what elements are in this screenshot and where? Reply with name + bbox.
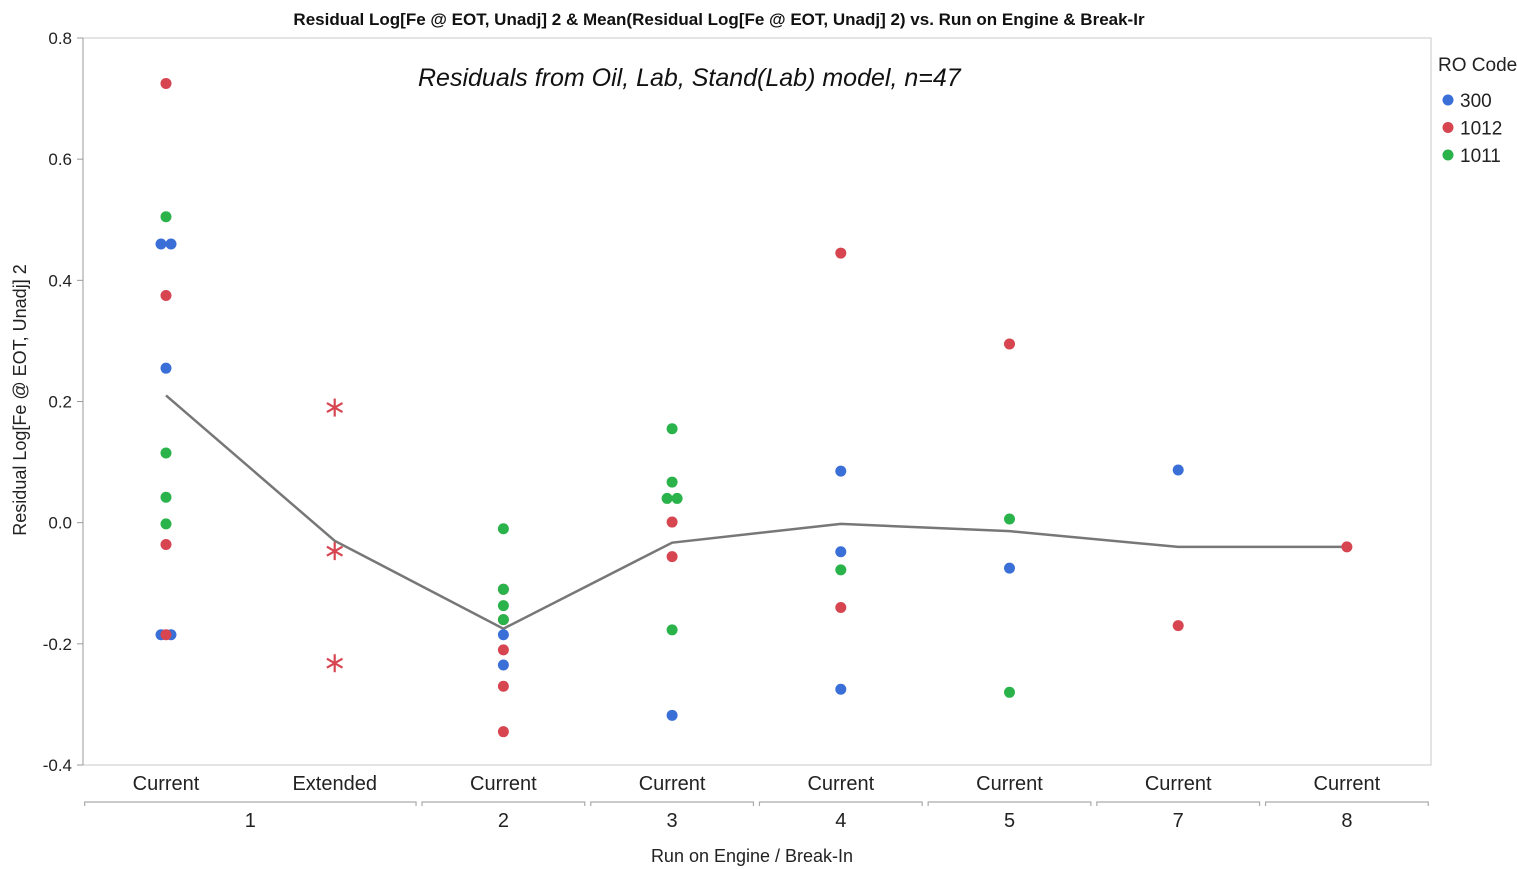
data-point — [835, 546, 847, 558]
x-category-label: Extended — [292, 773, 377, 795]
x-category-label: Current — [1314, 773, 1381, 795]
x-category-label: Current — [976, 773, 1043, 795]
legend: RO Code 300 1012 1011 — [1438, 55, 1517, 167]
x-category-label: Current — [1145, 773, 1212, 795]
y-tick-label: 0.6 — [48, 150, 72, 169]
mean-line — [165, 394, 1347, 631]
legend-item-label: 300 — [1460, 91, 1492, 112]
data-point — [835, 465, 847, 477]
data-point — [497, 659, 509, 671]
data-point — [160, 491, 172, 503]
data-point — [497, 523, 509, 535]
x-group-label: 5 — [1004, 810, 1015, 832]
y-tick-label: -0.2 — [43, 635, 72, 654]
data-point-star — [326, 398, 344, 417]
plot-frame — [82, 37, 1432, 766]
data-point — [497, 614, 509, 626]
x-group-label: 1 — [245, 810, 256, 832]
data-point — [835, 601, 847, 613]
model-annotation: Residuals from Oil, Lab, Stand(Lab) mode… — [418, 64, 962, 92]
data-point — [835, 683, 847, 695]
data-point — [1004, 338, 1015, 350]
legend-item-label: 1012 — [1460, 119, 1502, 140]
x-group-label: 8 — [1341, 810, 1352, 832]
y-axis: -0.4 -0.2 0.0 0.2 0.4 0.6 0.8 — [43, 29, 84, 775]
data-point — [1004, 562, 1015, 574]
data-point — [165, 238, 177, 250]
data-point — [1341, 541, 1353, 553]
data-point — [497, 600, 509, 612]
data-point — [160, 289, 172, 301]
y-axis-label: Residual Log[Fe @ EOT, Unadj] 2 — [10, 264, 30, 535]
data-point — [160, 518, 172, 530]
x-category-label: Current — [133, 773, 200, 795]
chart-title: Residual Log[Fe @ EOT, Unadj] 2 & Mean(R… — [293, 10, 1145, 29]
y-tick-label: 0.4 — [48, 271, 72, 290]
data-point — [1172, 620, 1184, 632]
legend-marker — [1442, 94, 1454, 106]
x-group-bracket — [590, 801, 755, 806]
data-point — [497, 629, 509, 641]
data-point — [160, 629, 172, 641]
data-point — [661, 492, 673, 504]
legend-marker — [1442, 149, 1454, 161]
data-point — [1004, 513, 1015, 525]
x-axis-label: Run on Engine / Break-In — [651, 846, 853, 866]
data-point — [666, 551, 678, 563]
data-point — [835, 247, 847, 259]
data-point — [497, 726, 509, 738]
x-category-label: Current — [470, 773, 537, 795]
x-group-label: 7 — [1173, 810, 1184, 832]
x-group-bracket — [758, 801, 923, 806]
x-group-bracket — [1264, 801, 1429, 806]
data-point — [666, 423, 678, 435]
x-group-bracket — [1096, 801, 1261, 806]
y-tick-label: 0.8 — [48, 29, 72, 48]
data-point — [835, 564, 847, 576]
data-point — [155, 238, 167, 250]
data-point — [671, 492, 683, 504]
x-group-bracket — [927, 801, 1092, 806]
y-tick-label: 0.0 — [48, 514, 72, 533]
data-point — [666, 709, 678, 721]
data-point — [160, 211, 172, 223]
data-point — [497, 583, 509, 595]
data-point — [666, 624, 678, 636]
data-point — [160, 447, 172, 459]
data-point-star — [326, 654, 344, 673]
data-point — [160, 77, 172, 89]
data-point — [160, 362, 172, 374]
data-point — [666, 476, 678, 488]
x-group-bracket — [421, 801, 586, 806]
data-point — [1004, 686, 1015, 698]
legend-title: RO Code — [1438, 55, 1517, 76]
legend-item-label: 1011 — [1460, 146, 1501, 167]
x-category-label: Current — [639, 773, 706, 795]
legend-marker — [1442, 122, 1454, 133]
x-group-label: 2 — [498, 810, 509, 832]
y-tick-label: -0.4 — [43, 756, 72, 775]
data-point — [160, 538, 172, 550]
y-tick-label: 0.2 — [48, 393, 72, 412]
data-point-star — [326, 542, 344, 561]
data-point — [497, 680, 509, 692]
data-point — [1172, 464, 1184, 476]
data-point — [497, 644, 509, 656]
x-axis: Current Extended Current Current Current Curr… — [84, 773, 1429, 832]
points-layer — [155, 77, 1353, 738]
data-point — [666, 516, 678, 528]
x-group-label: 3 — [667, 810, 678, 832]
mean-line-layer — [165, 394, 1347, 631]
x-group-label: 4 — [835, 810, 846, 832]
x-category-label: Current — [807, 773, 874, 795]
x-group-bracket — [84, 801, 417, 806]
